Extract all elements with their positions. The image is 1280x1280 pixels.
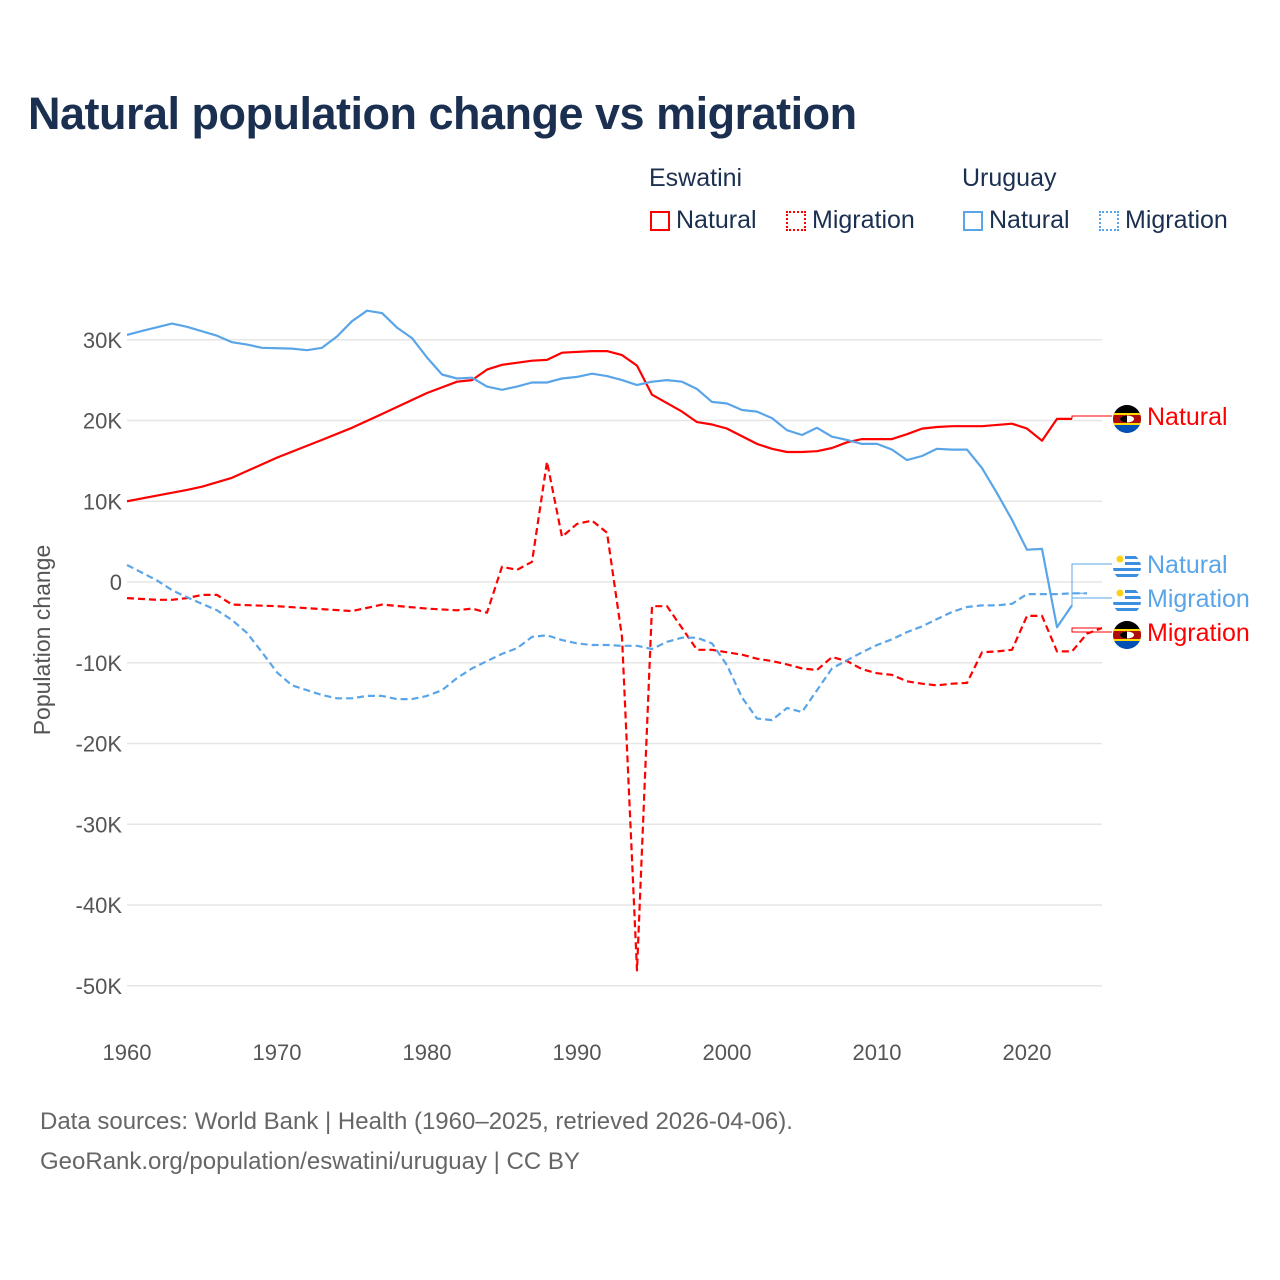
label-connector	[1071, 563, 1112, 606]
footer-sources: Data sources: World Bank | Health (1960–…	[40, 1108, 793, 1135]
legend-label: Migration	[812, 206, 915, 234]
legend-group-eswatini: Eswatini	[649, 164, 743, 192]
eswatini-flag-icon	[1113, 405, 1141, 433]
label-connector	[1071, 627, 1112, 633]
label-connector	[1071, 415, 1112, 419]
legend-swatch-dotted-icon	[786, 210, 806, 231]
x-tick-label: 1990	[553, 1040, 602, 1065]
grid-lines	[127, 339, 1102, 987]
legend-swatch-solid-icon	[650, 210, 670, 231]
y-tick-label: -20K	[76, 732, 123, 757]
end-label: Natural	[1147, 403, 1228, 431]
x-tick-label: 2020	[1003, 1040, 1052, 1065]
end-labels: Natural Natural Migration Migration	[1071, 403, 1250, 649]
x-tick-label: 2010	[853, 1040, 902, 1065]
chart-title: Natural population change vs migration	[28, 88, 857, 139]
eswatini-flag-icon	[1113, 621, 1141, 649]
series-line-uruguay-natural	[126, 309, 1073, 629]
legend-eswatini-natural[interactable]: Natural	[650, 206, 757, 235]
x-tick-label: 1970	[253, 1040, 302, 1065]
label-connector	[1071, 592, 1112, 599]
y-tick-label: 0	[110, 570, 122, 595]
legend-label: Migration	[1125, 206, 1228, 234]
legend-label: Natural	[989, 206, 1070, 234]
legend-uruguay-migration[interactable]: Migration	[1099, 206, 1228, 235]
legend-label: Natural	[676, 206, 757, 234]
y-axis-label: Population change	[29, 545, 55, 736]
legend-uruguay-natural[interactable]: Natural	[963, 206, 1070, 235]
x-tick-label: 1960	[103, 1040, 152, 1065]
legend-swatch-solid-icon	[963, 210, 983, 231]
series-lines	[126, 309, 1103, 972]
y-axis-ticks: 30K 20K 10K 0 -10K -20K -30K -40K -50K	[76, 328, 123, 999]
y-tick-label: -50K	[76, 974, 123, 999]
end-label: Natural	[1147, 551, 1228, 579]
footer-link[interactable]: GeoRank.org/population/eswatini/uruguay …	[40, 1148, 580, 1175]
legend-swatch-dotted-icon	[1099, 210, 1119, 231]
y-tick-label: -40K	[76, 893, 123, 918]
legend-eswatini-migration[interactable]: Migration	[786, 206, 915, 235]
series-line-uruguay-migration	[126, 564, 1087, 722]
legend-group-uruguay: Uruguay	[962, 164, 1057, 192]
y-tick-label: -30K	[76, 812, 123, 837]
y-tick-label: 10K	[83, 489, 122, 514]
y-tick-label: 20K	[83, 409, 122, 434]
end-label: Migration	[1147, 585, 1250, 613]
series-line-eswatini-migration	[126, 460, 1103, 972]
y-tick-label: 30K	[83, 328, 122, 353]
x-tick-label: 1980	[403, 1040, 452, 1065]
uruguay-flag-icon	[1113, 587, 1141, 615]
x-axis-ticks: 1960 1970 1980 1990 2000 2010 2020	[103, 1040, 1052, 1065]
series-line-eswatini-natural	[126, 350, 1072, 503]
uruguay-flag-icon	[1113, 553, 1141, 581]
y-tick-label: -10K	[76, 651, 123, 676]
end-label: Migration	[1147, 619, 1250, 647]
x-tick-label: 2000	[703, 1040, 752, 1065]
